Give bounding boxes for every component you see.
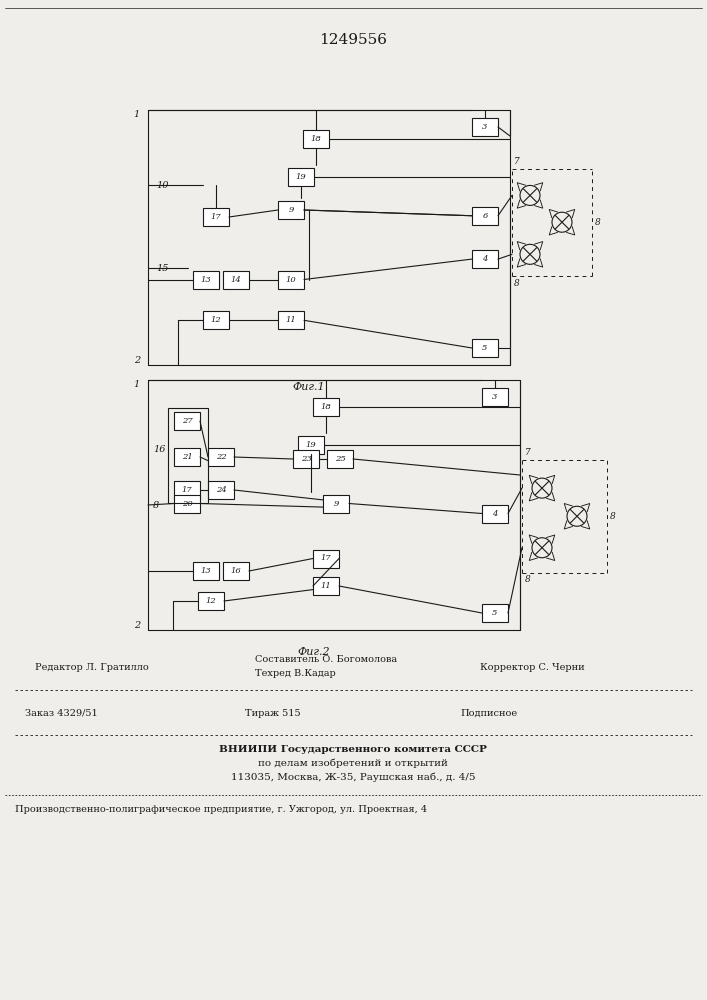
Bar bbox=[313, 577, 339, 595]
Text: 11: 11 bbox=[321, 582, 332, 590]
Text: 19: 19 bbox=[296, 173, 306, 181]
Text: 1249556: 1249556 bbox=[319, 33, 387, 47]
Bar bbox=[482, 388, 508, 406]
Text: 20: 20 bbox=[182, 499, 192, 508]
Text: 17: 17 bbox=[182, 486, 192, 494]
Text: 17: 17 bbox=[211, 213, 221, 221]
Bar bbox=[168, 408, 208, 503]
Bar bbox=[472, 118, 498, 136]
Text: Подписное: Подписное bbox=[460, 708, 517, 718]
Text: 19: 19 bbox=[305, 441, 316, 449]
Bar bbox=[313, 398, 339, 416]
Bar bbox=[203, 208, 229, 226]
Text: 25: 25 bbox=[334, 455, 346, 463]
Bar bbox=[208, 481, 234, 499]
Bar bbox=[223, 562, 249, 580]
Bar bbox=[174, 412, 200, 430]
Text: 8: 8 bbox=[610, 512, 616, 521]
Text: 12: 12 bbox=[211, 316, 221, 324]
Bar bbox=[313, 550, 339, 568]
Text: 3: 3 bbox=[482, 123, 488, 131]
Text: Фиг.2: Фиг.2 bbox=[298, 647, 330, 657]
Bar bbox=[174, 481, 200, 499]
Text: 15: 15 bbox=[156, 264, 168, 273]
Bar bbox=[278, 270, 304, 288]
Text: 18: 18 bbox=[321, 403, 332, 411]
Bar bbox=[193, 270, 219, 288]
Text: 14: 14 bbox=[230, 275, 241, 284]
Text: 9: 9 bbox=[288, 206, 293, 214]
Text: по делам изобретений и открытий: по делам изобретений и открытий bbox=[258, 758, 448, 768]
Text: 10: 10 bbox=[286, 275, 296, 284]
Text: 22: 22 bbox=[216, 453, 226, 461]
Text: 5: 5 bbox=[492, 609, 498, 617]
Bar bbox=[298, 436, 324, 454]
Text: 16: 16 bbox=[153, 446, 165, 454]
Text: Тираж 515: Тираж 515 bbox=[245, 708, 300, 718]
Bar bbox=[223, 270, 249, 288]
Bar bbox=[203, 311, 229, 329]
Bar bbox=[482, 604, 508, 622]
Text: 12: 12 bbox=[206, 597, 216, 605]
Bar bbox=[193, 562, 219, 580]
Text: 8: 8 bbox=[153, 500, 159, 510]
Bar bbox=[278, 201, 304, 219]
Text: 9: 9 bbox=[333, 499, 339, 508]
Text: 1: 1 bbox=[134, 110, 140, 119]
Bar bbox=[303, 130, 329, 148]
Text: 113035, Москва, Ж-35, Раушская наб., д. 4/5: 113035, Москва, Ж-35, Раушская наб., д. … bbox=[230, 772, 475, 782]
Bar bbox=[198, 592, 224, 610]
Bar bbox=[472, 250, 498, 268]
Text: 4: 4 bbox=[492, 510, 498, 518]
Text: 24: 24 bbox=[216, 486, 226, 494]
Bar bbox=[293, 450, 319, 468]
Bar bbox=[278, 311, 304, 329]
Text: Техред В.Кадар: Техред В.Кадар bbox=[255, 670, 336, 678]
Bar bbox=[288, 168, 314, 186]
Bar bbox=[323, 494, 349, 512]
Text: Составитель О. Богомолова: Составитель О. Богомолова bbox=[255, 656, 397, 664]
Text: 2: 2 bbox=[134, 621, 140, 630]
Text: ВНИИПИ Государственного комитета СССР: ВНИИПИ Государственного комитета СССР bbox=[219, 744, 487, 754]
Text: Заказ 4329/51: Заказ 4329/51 bbox=[25, 708, 98, 718]
Text: 17: 17 bbox=[321, 554, 332, 562]
Text: 13: 13 bbox=[201, 275, 211, 284]
Bar bbox=[327, 450, 353, 468]
Bar bbox=[482, 504, 508, 522]
Text: 8: 8 bbox=[595, 218, 601, 227]
Text: 8: 8 bbox=[514, 279, 520, 288]
Text: 4: 4 bbox=[482, 255, 488, 263]
Bar bbox=[472, 207, 498, 225]
Text: 16: 16 bbox=[230, 567, 241, 575]
Text: 1: 1 bbox=[134, 380, 140, 389]
Text: 7: 7 bbox=[525, 448, 531, 457]
Text: Фиг.1: Фиг.1 bbox=[293, 382, 325, 392]
Text: 10: 10 bbox=[156, 180, 168, 190]
Text: 23: 23 bbox=[300, 455, 311, 463]
Text: 11: 11 bbox=[286, 316, 296, 324]
Text: 6: 6 bbox=[482, 212, 488, 220]
Bar bbox=[174, 448, 200, 466]
Bar bbox=[208, 448, 234, 466]
Text: 13: 13 bbox=[201, 567, 211, 575]
Text: Корректор С. Черни: Корректор С. Черни bbox=[480, 664, 585, 672]
Bar bbox=[472, 339, 498, 357]
Text: Производственно-полиграфическое предприятие, г. Ужгород, ул. Проектная, 4: Производственно-полиграфическое предприя… bbox=[15, 804, 427, 814]
Text: 3: 3 bbox=[492, 393, 498, 401]
Bar bbox=[174, 494, 200, 512]
Text: 21: 21 bbox=[182, 453, 192, 461]
Text: 7: 7 bbox=[514, 157, 520, 166]
Text: 18: 18 bbox=[310, 135, 322, 143]
Text: 5: 5 bbox=[482, 344, 488, 352]
Text: Редактор Л. Гратилло: Редактор Л. Гратилло bbox=[35, 664, 148, 672]
Text: 8: 8 bbox=[525, 576, 531, 584]
Text: 27: 27 bbox=[182, 417, 192, 425]
Text: 2: 2 bbox=[134, 356, 140, 365]
